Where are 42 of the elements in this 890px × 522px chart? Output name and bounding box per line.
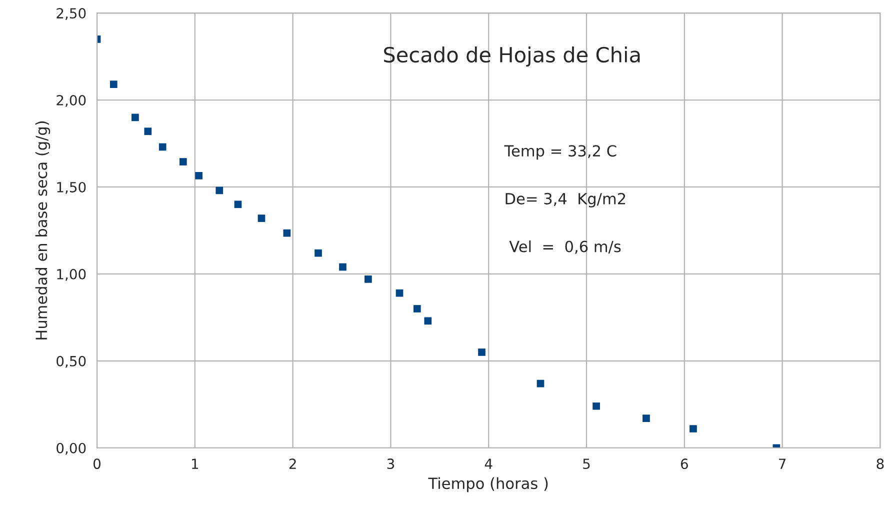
x-tick-label: 6 [680,458,688,470]
point [110,80,118,88]
annotation: Vel = 0,6 m/s [509,240,621,254]
point [478,348,486,356]
point [179,158,187,166]
point [642,414,650,422]
y-tick-label: 0,00 [56,442,86,455]
point [216,186,224,194]
x-tick-label: 1 [192,458,198,469]
annotation: De= 3,4 Kg/m2 [506,192,626,208]
point [536,380,544,388]
point [592,402,600,410]
point [413,305,421,312]
x-axis-title: Tiempo (horas ) [428,477,548,492]
point [396,289,404,297]
text: Secado de Hojas de Chia [384,46,640,67]
point [314,249,322,257]
point [339,263,346,271]
y-tick-label: 0,50 [56,356,86,368]
y-tick-label: 1,00 [57,268,86,281]
point [283,229,291,237]
point [132,114,139,122]
y-tick-label: 2,00 [56,94,86,107]
point [690,425,697,432]
point [364,275,372,283]
point [195,172,202,180]
y-tick-label: 2,50 [56,8,86,20]
x-tick-label: 8 [876,458,884,470]
point [258,214,266,222]
annotation: Temp = 33,2 C [504,145,616,160]
x-tick-label: 4 [484,458,492,469]
x-tick-label: 3 [387,458,394,470]
y-axis-title: Humedad en base seca (g/g) [35,121,50,340]
point [424,317,432,325]
x-tick-label: 0 [94,458,101,470]
point [234,200,242,208]
x-tick-label: 7 [779,458,786,469]
point [144,128,152,135]
x-tick-label: 2 [289,458,296,469]
x-tick-label: 5 [583,458,590,470]
y-tick-label: 1,50 [57,182,86,194]
point [158,143,166,151]
